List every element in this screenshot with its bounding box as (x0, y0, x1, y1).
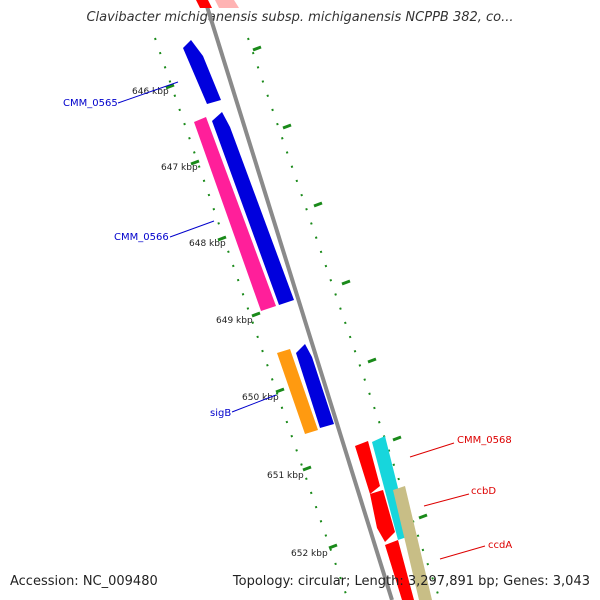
leader-line-ccbd (423, 493, 470, 507)
leader-line-ccda (439, 545, 486, 560)
gene-feature-ccda-red[interactable] (385, 540, 414, 600)
kbp-label: 648 kbp (189, 239, 226, 249)
gene-feature-top-pink[interactable] (215, 0, 239, 8)
gene-feature-sigb-blue[interactable] (296, 344, 334, 428)
gene-label-sigb[interactable]: sigB (210, 408, 231, 419)
genome-summary-text: Topology: circular; Length: 3,297,891 bp… (232, 574, 590, 589)
leader-line-cmm-0568 (409, 442, 455, 458)
tick-track-left (154, 37, 349, 600)
kbp-label: 649 kbp (216, 316, 253, 326)
gene-feature-cmm-0568-red[interactable] (355, 441, 380, 494)
major-ticks (165, 45, 428, 550)
gene-feature-top-red[interactable] (196, 0, 212, 8)
gene-label-ccda[interactable]: ccdA (488, 540, 512, 551)
kbp-label: 652 kbp (291, 549, 328, 559)
kbp-label: 647 kbp (161, 163, 198, 173)
leader-line-sigb (231, 394, 277, 413)
accession-text: Accession: NC_009480 (10, 574, 158, 589)
gene-label-cmm-0566[interactable]: CMM_0566 (114, 232, 169, 243)
kbp-label: 650 kbp (242, 393, 279, 403)
gene-feature-ccbd-khaki[interactable] (393, 486, 432, 600)
gene-feature-cmm-0566-blue[interactable] (212, 112, 294, 305)
leader-line-cmm-0566 (169, 220, 215, 238)
gene-label-cmm-0568[interactable]: CMM_0568 (457, 435, 512, 446)
genome-backbone (203, 0, 394, 600)
gene-feature-cmm-0566-magenta[interactable] (194, 117, 276, 311)
leader-line-cmm-0565 (117, 81, 179, 104)
gene-label-ccbd[interactable]: ccbD (471, 486, 496, 497)
gene-feature-ccbd-red[interactable] (370, 490, 395, 542)
genome-title: Clavibacter michiganensis subsp. michiga… (86, 10, 514, 25)
gene-label-cmm-0565[interactable]: CMM_0565 (63, 98, 118, 109)
kbp-label: 651 kbp (267, 471, 304, 481)
gene-feature-sigb-orange[interactable] (277, 349, 318, 434)
gene-feature-cmm-0565[interactable] (183, 40, 221, 104)
